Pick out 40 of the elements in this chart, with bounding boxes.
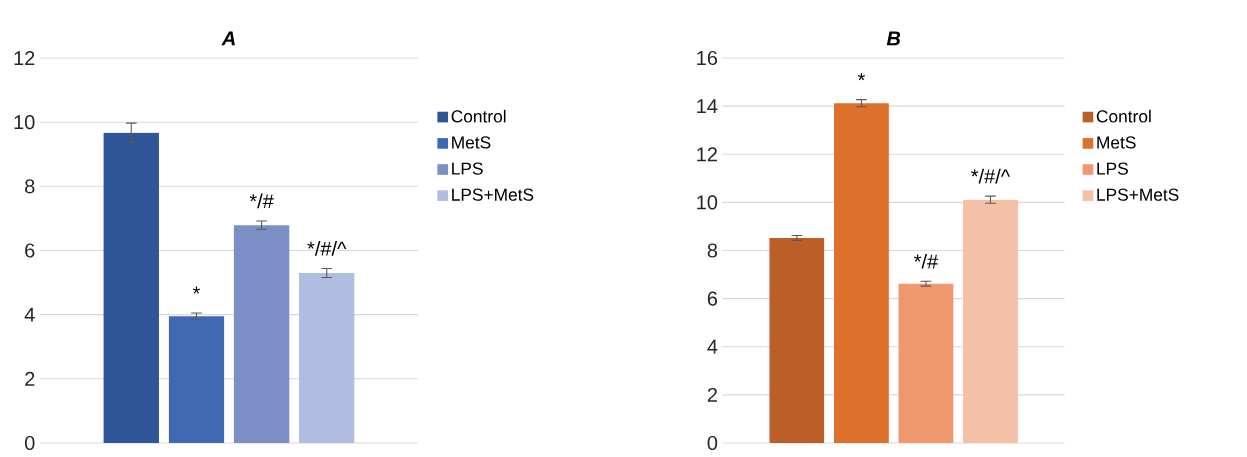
legend-label: LPS+MetS: [452, 188, 534, 201]
data-label: *: [192, 286, 200, 294]
data-label: */#: [914, 253, 939, 269]
y-tick-label: 14: [697, 99, 718, 113]
bar: [833, 103, 889, 443]
y-tick-label: 0: [24, 435, 35, 451]
legend-label: LPS: [452, 162, 483, 175]
legend-label: LPS+MetS: [1097, 188, 1179, 201]
data-label: */#/^: [307, 241, 347, 256]
y-tick-label: 12: [14, 51, 35, 65]
bar: [299, 272, 355, 443]
y-tick-label: 6: [25, 243, 35, 258]
data-label: */#: [249, 193, 274, 209]
y-tick-label: 8: [25, 179, 35, 194]
bar: [168, 316, 225, 443]
chart-title: B: [886, 31, 901, 46]
legend-label: Control: [451, 109, 506, 123]
y-tick-label: 6: [707, 291, 718, 306]
legend-label: LPS: [1097, 162, 1128, 175]
bar: [898, 283, 954, 443]
legend-label: MetS: [1097, 136, 1136, 149]
y-tick-label: 4: [24, 307, 35, 322]
bar: [963, 199, 1018, 443]
data-label: *: [857, 73, 865, 81]
y-tick-label: 8: [707, 243, 718, 258]
bar: [769, 237, 825, 443]
y-tick-label: 10: [697, 195, 718, 210]
data-label: */#/^: [971, 168, 1011, 184]
y-tick-label: 16: [697, 50, 718, 66]
y-tick-label: 12: [697, 147, 717, 162]
y-tick-label: 2: [25, 371, 35, 386]
y-tick-label: 4: [707, 339, 718, 354]
y-tick-label: 10: [14, 115, 35, 130]
y-tick-label: 2: [707, 387, 717, 402]
legend-label: Control: [1096, 109, 1151, 123]
chart-title: A: [221, 31, 235, 46]
y-tick-label: 0: [707, 435, 718, 451]
bar: [103, 132, 159, 443]
legend-label: MetS: [452, 136, 491, 149]
bar: [233, 225, 290, 443]
